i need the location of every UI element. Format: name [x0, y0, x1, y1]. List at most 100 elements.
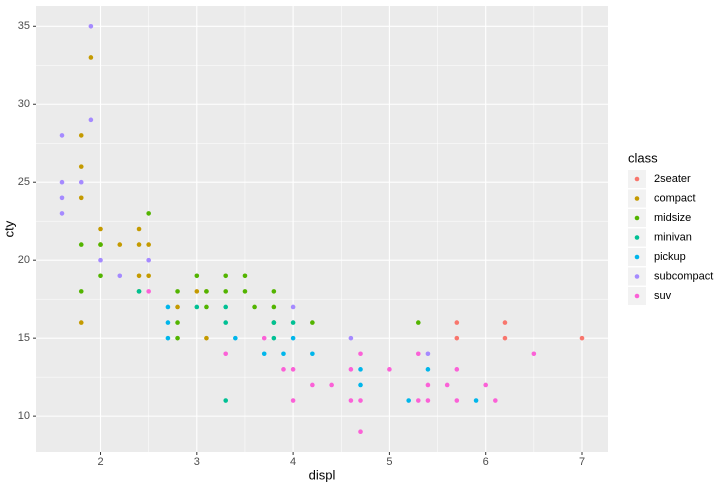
legend-label: pickup	[654, 251, 686, 263]
point	[194, 304, 200, 310]
legend-title: class	[628, 150, 658, 165]
legend-symbol	[634, 274, 640, 279]
point	[136, 242, 142, 247]
legend-symbol	[634, 196, 640, 201]
point	[454, 398, 460, 403]
point	[136, 289, 142, 294]
point	[281, 351, 286, 357]
point	[223, 398, 229, 403]
point	[425, 382, 431, 388]
legend-label: compact	[654, 192, 696, 204]
x-axis-title: displ	[309, 467, 336, 482]
point	[223, 289, 229, 294]
y-tick-label: 10	[18, 410, 30, 422]
point	[290, 335, 296, 341]
panel	[36, 6, 608, 452]
point	[165, 335, 171, 341]
point	[165, 304, 171, 310]
point	[146, 211, 151, 216]
point	[233, 335, 238, 341]
point	[78, 289, 84, 294]
point	[223, 320, 229, 325]
point	[290, 367, 296, 372]
point	[136, 226, 142, 232]
legend-symbol	[634, 235, 640, 240]
point	[223, 304, 229, 310]
point	[88, 117, 94, 123]
point	[281, 367, 286, 372]
point	[454, 320, 460, 325]
y-tick-label: 30	[18, 98, 30, 110]
point	[425, 398, 431, 403]
point	[387, 367, 392, 372]
point	[454, 335, 460, 341]
point	[261, 351, 267, 357]
point	[175, 320, 180, 325]
point	[146, 289, 151, 294]
point	[78, 164, 84, 169]
point	[415, 320, 421, 325]
point	[358, 351, 363, 357]
point	[502, 335, 508, 341]
point	[358, 367, 363, 372]
point	[204, 289, 209, 294]
point	[117, 242, 123, 247]
point	[425, 367, 431, 372]
point	[175, 289, 180, 294]
point	[165, 320, 171, 325]
legend-label: midsize	[654, 212, 691, 224]
point	[310, 382, 315, 388]
point	[348, 398, 354, 403]
point	[204, 335, 209, 341]
point	[223, 273, 229, 279]
point	[348, 367, 354, 372]
x-tick-label: 5	[386, 456, 392, 468]
point	[531, 351, 537, 357]
point	[175, 304, 180, 310]
legend-label: suv	[654, 290, 672, 302]
point	[88, 55, 94, 60]
point	[78, 179, 84, 185]
point	[242, 289, 248, 294]
point	[358, 429, 363, 435]
point	[290, 398, 296, 403]
legend-symbol	[634, 254, 640, 260]
legend-symbol	[634, 293, 640, 299]
point	[579, 335, 585, 341]
point	[425, 351, 431, 357]
point	[415, 398, 421, 403]
point	[98, 226, 103, 232]
point	[271, 289, 277, 294]
point	[146, 242, 151, 247]
point	[406, 398, 411, 403]
point	[78, 242, 84, 247]
x-tick-label: 4	[290, 456, 296, 468]
point	[59, 211, 65, 216]
point	[223, 351, 229, 357]
point	[175, 335, 180, 341]
point	[136, 273, 142, 279]
point	[194, 273, 200, 279]
point	[78, 133, 84, 138]
point	[78, 195, 84, 201]
x-tick-label: 7	[579, 456, 585, 468]
point	[290, 320, 296, 325]
y-tick-label: 15	[18, 332, 30, 344]
point	[204, 304, 209, 310]
point	[88, 23, 94, 29]
point	[271, 304, 277, 310]
point	[473, 398, 479, 403]
point	[242, 273, 248, 279]
x-tick-label: 2	[97, 456, 103, 468]
point	[415, 351, 421, 357]
point	[348, 335, 354, 341]
point	[98, 242, 103, 247]
point	[483, 382, 489, 388]
point	[271, 335, 277, 341]
point	[290, 304, 296, 310]
point	[454, 367, 460, 372]
point	[310, 351, 315, 357]
point	[117, 273, 123, 279]
point	[98, 273, 103, 279]
point	[59, 195, 65, 201]
